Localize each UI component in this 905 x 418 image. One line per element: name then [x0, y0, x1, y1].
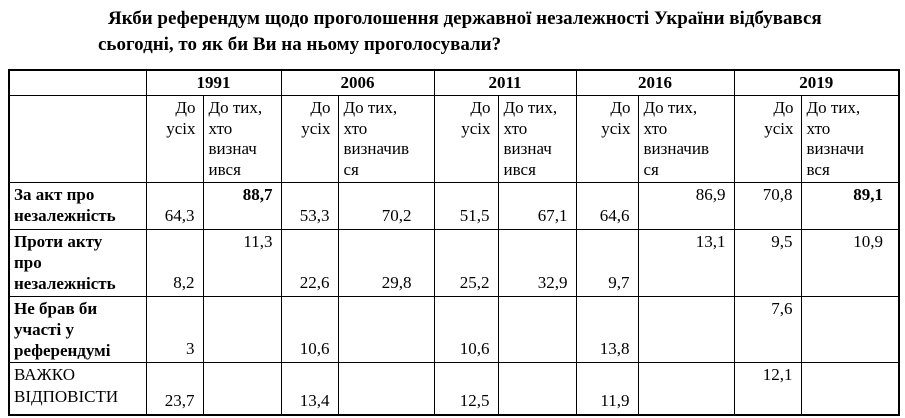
value-cell: 12,1: [733, 362, 802, 416]
row-would-not-participate: Не брав би участі у референдумі 3 10,6 1…: [8, 295, 900, 364]
corner-cell: [8, 94, 147, 183]
row-hard-to-answer: ВАЖКО ВІДПОВІСТИ 23,7 13,4 12,5 11,9 12,…: [8, 362, 900, 416]
subheader-row: До усіх До тих, хто визнач ився До усіх …: [8, 94, 900, 183]
value-cell: 13,4: [280, 362, 339, 416]
col-header-decided-2019: До тих, хто визначи вся: [800, 94, 900, 183]
value-cell: 11,9: [575, 362, 639, 416]
value-cell: 7,6: [733, 295, 802, 364]
value-cell: 70,2: [337, 181, 435, 230]
question-title: Якби референдум щодо проголошення держав…: [98, 8, 822, 56]
value-cell: 13,8: [575, 295, 639, 364]
year-header-2011: 2011: [433, 69, 577, 96]
value-cell: 13,1: [637, 228, 735, 297]
col-header-all-2011: До усіх: [433, 94, 499, 183]
value-cell: [337, 362, 435, 416]
value-cell: 32,9: [497, 228, 577, 297]
year-header-2016: 2016: [575, 69, 735, 96]
col-header-all-2019: До усіх: [733, 94, 802, 183]
value-cell: 10,6: [280, 295, 339, 364]
value-cell: 88,7: [202, 181, 282, 230]
value-cell: 10,6: [433, 295, 499, 364]
referendum-results-table: 1991 2006 2011 2016 2019 До усіх До тих,…: [8, 69, 900, 416]
year-header-2019: 2019: [733, 69, 900, 96]
col-header-decided-2011: До тих, хто визнач ився: [497, 94, 577, 183]
col-header-decided-1991: До тих, хто визнач ився: [202, 94, 282, 183]
col-header-all-1991: До усіх: [145, 94, 204, 183]
value-cell: [800, 295, 900, 364]
value-cell: 53,3: [280, 181, 339, 230]
value-cell: 64,6: [575, 181, 639, 230]
row-label: Не брав би участі у референдумі: [8, 295, 147, 364]
value-cell: 9,5: [733, 228, 802, 297]
value-cell: [800, 362, 900, 416]
value-cell: [337, 295, 435, 364]
row-label: За акт про незалежність: [8, 181, 147, 230]
value-cell: 67,1: [497, 181, 577, 230]
value-cell: [637, 362, 735, 416]
value-cell: 89,1: [800, 181, 900, 230]
value-cell: 51,5: [433, 181, 499, 230]
year-header-row: 1991 2006 2011 2016 2019: [8, 69, 900, 96]
year-header-1991: 1991: [145, 69, 282, 96]
col-header-decided-2006: До тих, хто визначив ся: [337, 94, 435, 183]
corner-cell: [8, 69, 147, 96]
year-header-2006: 2006: [280, 69, 435, 96]
value-cell: 22,6: [280, 228, 339, 297]
value-cell: 86,9: [637, 181, 735, 230]
value-cell: [637, 295, 735, 364]
value-cell: 23,7: [145, 362, 204, 416]
row-for-independence: За акт про незалежність 64,3 88,7 53,3 7…: [8, 181, 900, 230]
row-label: ВАЖКО ВІДПОВІСТИ: [8, 362, 147, 416]
value-cell: 11,3: [202, 228, 282, 297]
value-cell: 12,5: [433, 362, 499, 416]
value-cell: [497, 295, 577, 364]
value-cell: 64,3: [145, 181, 204, 230]
value-cell: [497, 362, 577, 416]
value-cell: [202, 362, 282, 416]
value-cell: 29,8: [337, 228, 435, 297]
col-header-all-2006: До усіх: [280, 94, 339, 183]
col-header-decided-2016: До тих, хто визначив ся: [637, 94, 735, 183]
col-header-all-2016: До усіх: [575, 94, 639, 183]
value-cell: 8,2: [145, 228, 204, 297]
row-against-independence: Проти акту про незалежність 8,2 11,3 22,…: [8, 228, 900, 297]
value-cell: 25,2: [433, 228, 499, 297]
value-cell: 9,7: [575, 228, 639, 297]
value-cell: 70,8: [733, 181, 802, 230]
value-cell: 3: [145, 295, 204, 364]
value-cell: 10,9: [800, 228, 900, 297]
row-label: Проти акту про незалежність: [8, 228, 147, 297]
value-cell: [202, 295, 282, 364]
